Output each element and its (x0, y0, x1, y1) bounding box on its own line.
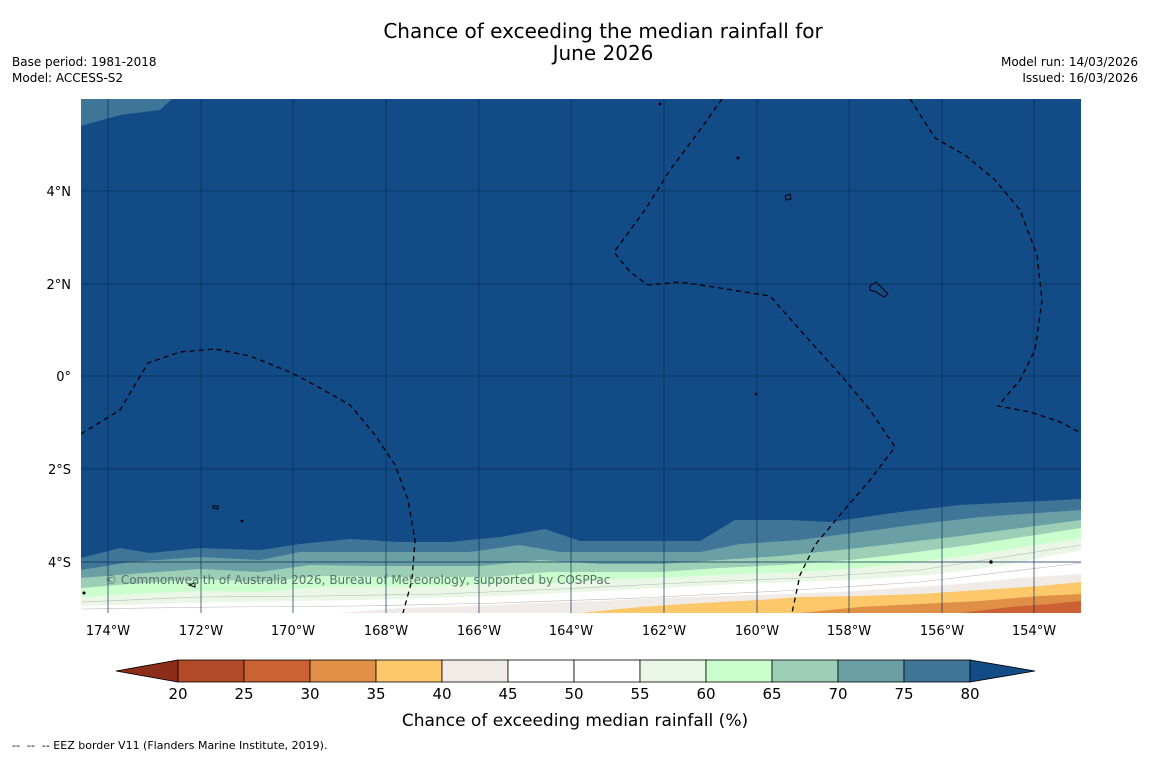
latitude-labels: 4°N 2°N 0° 2°S 4°S (47, 185, 72, 571)
island-outline (784, 193, 792, 201)
colorbar-tick-label: 30 (300, 685, 319, 703)
base-period-label: Base period: 1981-2018 (12, 55, 157, 69)
colorbar-extend-low (115, 659, 179, 683)
contour-band-top-left-75 (81, 99, 172, 126)
colorbar-tick-label: 60 (696, 685, 715, 703)
colorbar-extend-high (969, 659, 1036, 683)
contour-line (81, 544, 1081, 603)
colorbar-swatch (639, 659, 707, 683)
lat-label-0: 0° (56, 370, 71, 385)
model-run-label: Model run: 14/03/2026 (1000, 55, 1138, 69)
colorbar-swatch (441, 659, 509, 683)
colorbar-tick-label: 80 (960, 685, 979, 703)
lat-label-4s: 4°S (48, 556, 71, 571)
colorbar-tick-label: 70 (828, 685, 847, 703)
lat-label-2n: 2°N (47, 278, 72, 293)
lon-label-172w: 172°W (179, 624, 223, 639)
colorbar-tick-label: 75 (894, 685, 913, 703)
lon-label-160w: 160°W (735, 624, 779, 639)
colorbar (115, 659, 1036, 683)
chart-title: Chance of exceeding the median rainfall … (0, 20, 1150, 64)
island-dot (240, 519, 244, 523)
colorbar-tick-labels: 20 25 30 35 40 45 50 55 60 65 70 75 80 (168, 685, 979, 703)
copyright-watermark: © Commonwealth of Australia 2026, Bureau… (105, 573, 610, 587)
meta-right: Model run: 14/03/2026 Issued: 16/03/2026 (1001, 54, 1138, 86)
colorbar-tick-label: 25 (234, 685, 253, 703)
islands (82, 102, 993, 595)
colorbar-swatch (903, 659, 971, 683)
island-outline (869, 281, 889, 298)
colorbar-swatch (243, 659, 311, 683)
colorbar-title: Chance of exceeding median rainfall (%) (402, 711, 748, 731)
island-dot (82, 591, 86, 595)
colorbar-swatch (705, 659, 773, 683)
lon-label-164w: 164°W (549, 624, 593, 639)
colorbar-tick-label: 20 (168, 685, 187, 703)
colorbar-swatch (375, 659, 443, 683)
contour-line (81, 562, 1081, 610)
eez-border-center (613, 99, 896, 613)
eez-borders (81, 99, 1081, 613)
colorbar-tick-label: 45 (498, 685, 517, 703)
model-label: Model: ACCESS-S2 (12, 71, 124, 85)
colorbar-tick-label: 65 (762, 685, 781, 703)
colorbar-tick-label: 40 (432, 685, 451, 703)
chart-title-line-2: June 2026 (552, 41, 654, 65)
island-dot (658, 102, 662, 106)
colorbar-tick-label: 35 (366, 685, 385, 703)
issued-label: Issued: 16/03/2026 (1022, 71, 1138, 85)
lon-label-156w: 156°W (920, 624, 964, 639)
longitude-labels: 174°W 172°W 170°W 168°W 166°W 164°W 162°… (86, 624, 1056, 639)
contour-band-30 (960, 601, 1081, 613)
chart-title-line-1: Chance of exceeding the median rainfall … (383, 19, 823, 43)
island-dot (736, 156, 740, 160)
lon-label-166w: 166°W (457, 624, 501, 639)
colorbar-swatch (177, 659, 245, 683)
lon-label-162w: 162°W (642, 624, 686, 639)
lat-label-2s: 2°S (48, 463, 71, 478)
eez-border-east (909, 99, 1081, 434)
colorbar-swatch (771, 659, 839, 683)
meta-left: Base period: 1981-2018 Model: ACCESS-S2 (12, 54, 157, 86)
colorbar-tick-label: 50 (564, 685, 583, 703)
lat-label-4n: 4°N (47, 185, 72, 200)
island-outline (212, 505, 219, 510)
island-outline (187, 582, 196, 588)
lon-label-158w: 158°W (827, 624, 871, 639)
colorbar-swatch (573, 659, 641, 683)
island-dot (989, 560, 993, 564)
island-dot (754, 392, 758, 396)
contour-lines (81, 544, 1081, 610)
lon-label-154w: 154°W (1012, 624, 1056, 639)
colorbar-tick-label: 55 (630, 685, 649, 703)
colorbar-swatch (309, 659, 377, 683)
colorbar-swatch (507, 659, 575, 683)
lon-label-168w: 168°W (364, 624, 408, 639)
lon-label-174w: 174°W (86, 624, 130, 639)
eez-border-west (81, 348, 416, 613)
colorbar-swatch (837, 659, 905, 683)
eez-footnote: -- -- -- EEZ border V11 (Flanders Marine… (12, 739, 328, 752)
lon-label-170w: 170°W (271, 624, 315, 639)
graticule (81, 99, 1081, 613)
